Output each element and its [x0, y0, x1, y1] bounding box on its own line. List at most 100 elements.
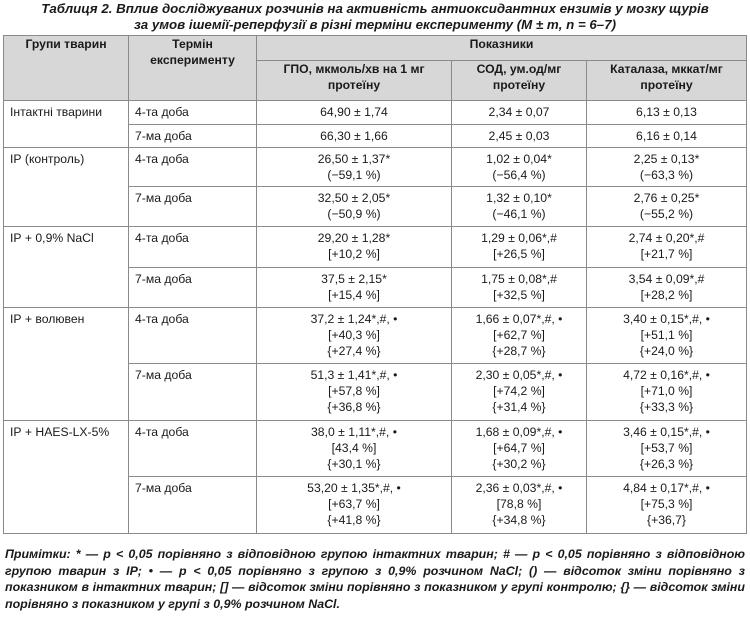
value-line: 1,32 ± 0,10*	[486, 191, 552, 205]
value-cell: 1,02 ± 0,04* (−56,4 %)	[451, 147, 587, 187]
term-cell: 7-ма доба	[128, 267, 257, 308]
table-row: ІР + 0,9% NaCl 4-та доба 29,20 ± 1,28* [+10…	[3, 226, 748, 308]
table-body: Інтактні тварини 4-та доба 64,90 ± 1,74 2,3…	[3, 100, 748, 534]
value-line: [+32,5 %]	[493, 288, 545, 302]
value-cell: 3,54 ± 0,09*,# [+28,2 %]	[585, 267, 748, 308]
value-cell: 4,72 ± 0,16*,#, • [+71,0 %] {+33,3 %}	[585, 363, 748, 421]
value-line: {+24,0 %}	[639, 344, 694, 358]
value-cell: 4,84 ± 0,17*,#, • [+75,3 %] {+36,7}	[585, 476, 748, 534]
value-cell: 37,5 ± 2,15* [+15,4 %]	[256, 267, 452, 308]
group-name-cell: ІР + HAES-LX-5%	[3, 420, 129, 534]
value-line: [43,4 %]	[331, 441, 377, 455]
term-cell: 4-та доба	[128, 420, 257, 477]
value-line: 6,16 ± 0,14	[636, 129, 697, 143]
value-cell: 53,20 ± 1,35*,#, • [+63,7 %] {+41,8 %}	[256, 476, 452, 534]
value-line: {+28,7 %}	[492, 344, 546, 358]
value-line: 2,30 ± 0,05*,#, •	[475, 368, 563, 382]
value-line: {+36,8 %}	[327, 400, 381, 414]
value-cell: 1,68 ± 0,09*,#, • [+64,7 %] {+30,2 %}	[451, 420, 587, 477]
value-cell: 6,13 ± 0,13	[585, 100, 748, 125]
value-cell: 38,0 ± 1,11*,#, • [43,4 %] {+30,1 %}	[256, 420, 452, 477]
header-sod: СОД, ум.од/мг протеїну	[451, 60, 587, 101]
value-cell: 2,45 ± 0,03	[451, 124, 587, 148]
term-cell: 7-ма доба	[128, 124, 257, 148]
value-line: 3,54 ± 0,09*,#	[628, 272, 705, 286]
value-line: [+64,7 %]	[493, 441, 545, 455]
value-cell: 66,30 ± 1,66	[256, 124, 452, 148]
value-line: 2,76 ± 0,25*	[633, 191, 700, 205]
value-cell: 2,34 ± 0,07	[451, 100, 587, 125]
value-line: 53,20 ± 1,35*,#, •	[307, 481, 401, 495]
value-line: 1,66 ± 0,07*,#, •	[475, 312, 563, 326]
term-cell: 7-ма доба	[128, 476, 257, 534]
value-line: 29,20 ± 1,28*	[317, 231, 391, 245]
value-line: 2,25 ± 0,13*	[633, 152, 700, 166]
value-line: [+10,2 %]	[328, 247, 380, 261]
value-cell: 64,90 ± 1,74	[256, 100, 452, 125]
header-term: Термін експерименту	[128, 35, 257, 101]
value-line: [+62,7 %]	[493, 328, 545, 342]
value-line: {+41,8 %}	[327, 513, 381, 527]
table-footnote: Примітки: * — р < 0,05 порівняно з відпо…	[5, 547, 745, 611]
value-cell: 2,76 ± 0,25* (−55,2 %)	[585, 186, 748, 227]
value-cell: 3,46 ± 0,15*,#, • [+53,7 %] {+26,3 %}	[585, 420, 748, 477]
value-line: [+53,7 %]	[640, 441, 693, 455]
value-cell: 1,75 ± 0,08*,# [+32,5 %]	[451, 267, 587, 308]
value-line: 1,68 ± 0,09*,#, •	[475, 425, 563, 439]
value-line: [+75,3 %]	[640, 497, 693, 511]
value-line: {+27,4 %}	[327, 344, 381, 358]
value-line: (−63,3 %)	[639, 168, 694, 182]
header-indicators: Показники	[255, 35, 748, 61]
value-line: [+63,7 %]	[328, 497, 380, 511]
value-cell: 29,20 ± 1,28* [+10,2 %]	[256, 226, 452, 268]
value-line: (−46,1 %)	[492, 207, 546, 221]
group-name-cell: ІР + 0,9% NaCl	[3, 226, 129, 308]
value-line: 2,45 ± 0,03	[488, 129, 550, 143]
value-cell: 26,50 ± 1,37* (−59,1 %)	[256, 147, 452, 187]
value-line: [+57,8 %]	[328, 384, 380, 398]
value-line: 1,75 ± 0,08*,#	[481, 272, 557, 286]
table-row: 7-ма доба 37,5 ± 2,15* [+15,4 %] 1,75 ± 0,0…	[4, 267, 748, 308]
header-gpo: ГПО, мкмоль/хв на 1 мг протеїну	[256, 60, 452, 101]
value-line: 66,30 ± 1,66	[320, 129, 388, 143]
caption-line-2: за умов ішемії-реперфузії в різні термін…	[133, 17, 617, 32]
value-cell: 51,3 ± 1,41*,#, • [+57,8 %] {+36,8 %}	[256, 363, 452, 421]
table-row: 7-ма доба 66,30 ± 1,66 2,45 ± 0,03 6,16 ± 0…	[4, 124, 748, 148]
value-line: [+74,2 %]	[493, 384, 545, 398]
term-cell: 4-та доба	[128, 307, 257, 364]
value-cell: 2,36 ± 0,03*,#, • [78,8 %] {+34,8 %}	[451, 476, 587, 534]
value-line: 64,90 ± 1,74	[320, 105, 388, 119]
value-cell: 2,30 ± 0,05*,#, • [+74,2 %] {+31,4 %}	[451, 363, 587, 421]
value-line: (−50,9 %)	[327, 207, 381, 221]
term-cell: 7-ма доба	[128, 363, 257, 421]
value-line: 2,74 ± 0,20*,#	[628, 231, 705, 245]
value-cell: 2,25 ± 0,13* (−63,3 %)	[585, 147, 748, 187]
table-row: 7-ма доба 51,3 ± 1,41*,#, • [+57,8 %] {+36,…	[4, 363, 748, 421]
value-line: 6,13 ± 0,13	[636, 105, 697, 119]
table-row: 7-ма доба 53,20 ± 1,35*,#, • [+63,7 %] {+41…	[4, 476, 748, 534]
value-line: [+21,7 %]	[640, 247, 693, 261]
value-line: {+26,3 %}	[639, 457, 694, 471]
value-line: 26,50 ± 1,37*	[317, 152, 391, 166]
value-line: 37,2 ± 1,24*,#, •	[310, 312, 398, 326]
value-line: {+33,3 %}	[639, 400, 694, 414]
value-cell: 3,40 ± 0,15*,#, • [+51,1 %] {+24,0 %}	[585, 307, 748, 364]
group-name-cell: Інтактні тварини	[3, 100, 129, 148]
value-cell: 2,74 ± 0,20*,# [+21,7 %]	[585, 226, 748, 268]
value-cell: 1,66 ± 0,07*,#, • [+62,7 %] {+28,7 %}	[451, 307, 587, 364]
value-line: 2,36 ± 0,03*,#, •	[475, 481, 563, 495]
value-line: 37,5 ± 2,15*	[321, 272, 387, 286]
value-line: 1,02 ± 0,04*	[486, 152, 552, 166]
value-line: [+26,5 %]	[493, 247, 545, 261]
table-row: Інтактні тварини 4-та доба 64,90 ± 1,74 2,3…	[3, 100, 748, 148]
value-line: 4,84 ± 0,17*,#, •	[623, 481, 710, 495]
term-cell: 4-та доба	[128, 226, 257, 268]
value-line: {+36,7}	[647, 513, 686, 527]
group-name-cell: ІР (контроль)	[3, 147, 129, 227]
table-row: ІР + HAES-LX-5% 4-та доба 38,0 ± 1,11*,#, …	[3, 420, 748, 534]
value-line: (−55,2 %)	[639, 207, 694, 221]
value-line: (−59,1 %)	[327, 168, 381, 182]
value-line: [78,8 %]	[496, 497, 542, 511]
value-line: 1,29 ± 0,06*,#	[481, 231, 557, 245]
table-row: ІР (контроль) 4-та доба 26,50 ± 1,37* (−59,…	[3, 147, 748, 227]
